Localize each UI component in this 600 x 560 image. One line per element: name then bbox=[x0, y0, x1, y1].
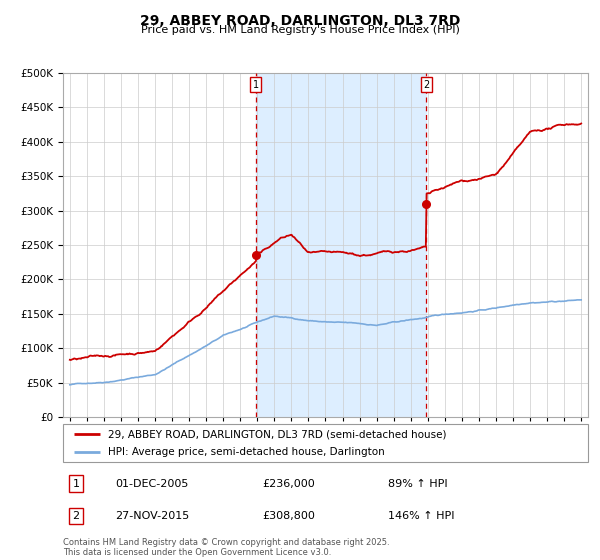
Text: 29, ABBEY ROAD, DARLINGTON, DL3 7RD: 29, ABBEY ROAD, DARLINGTON, DL3 7RD bbox=[140, 14, 460, 28]
Bar bbox=[256, 73, 426, 417]
Text: HPI: Average price, semi-detached house, Darlington: HPI: Average price, semi-detached house,… bbox=[107, 447, 385, 457]
Text: 01-DEC-2005: 01-DEC-2005 bbox=[115, 479, 189, 489]
FancyBboxPatch shape bbox=[63, 424, 588, 462]
Text: £308,800: £308,800 bbox=[263, 511, 316, 521]
Text: £236,000: £236,000 bbox=[263, 479, 315, 489]
Text: 2: 2 bbox=[423, 80, 429, 90]
Text: Price paid vs. HM Land Registry's House Price Index (HPI): Price paid vs. HM Land Registry's House … bbox=[140, 25, 460, 35]
Text: 29, ABBEY ROAD, DARLINGTON, DL3 7RD (semi-detached house): 29, ABBEY ROAD, DARLINGTON, DL3 7RD (sem… bbox=[107, 429, 446, 439]
Text: 146% ↑ HPI: 146% ↑ HPI bbox=[389, 511, 455, 521]
Text: 2: 2 bbox=[73, 511, 80, 521]
Text: 89% ↑ HPI: 89% ↑ HPI bbox=[389, 479, 448, 489]
Text: 1: 1 bbox=[253, 80, 259, 90]
Text: 1: 1 bbox=[73, 479, 80, 489]
Text: Contains HM Land Registry data © Crown copyright and database right 2025.
This d: Contains HM Land Registry data © Crown c… bbox=[63, 538, 389, 557]
Text: 27-NOV-2015: 27-NOV-2015 bbox=[115, 511, 190, 521]
